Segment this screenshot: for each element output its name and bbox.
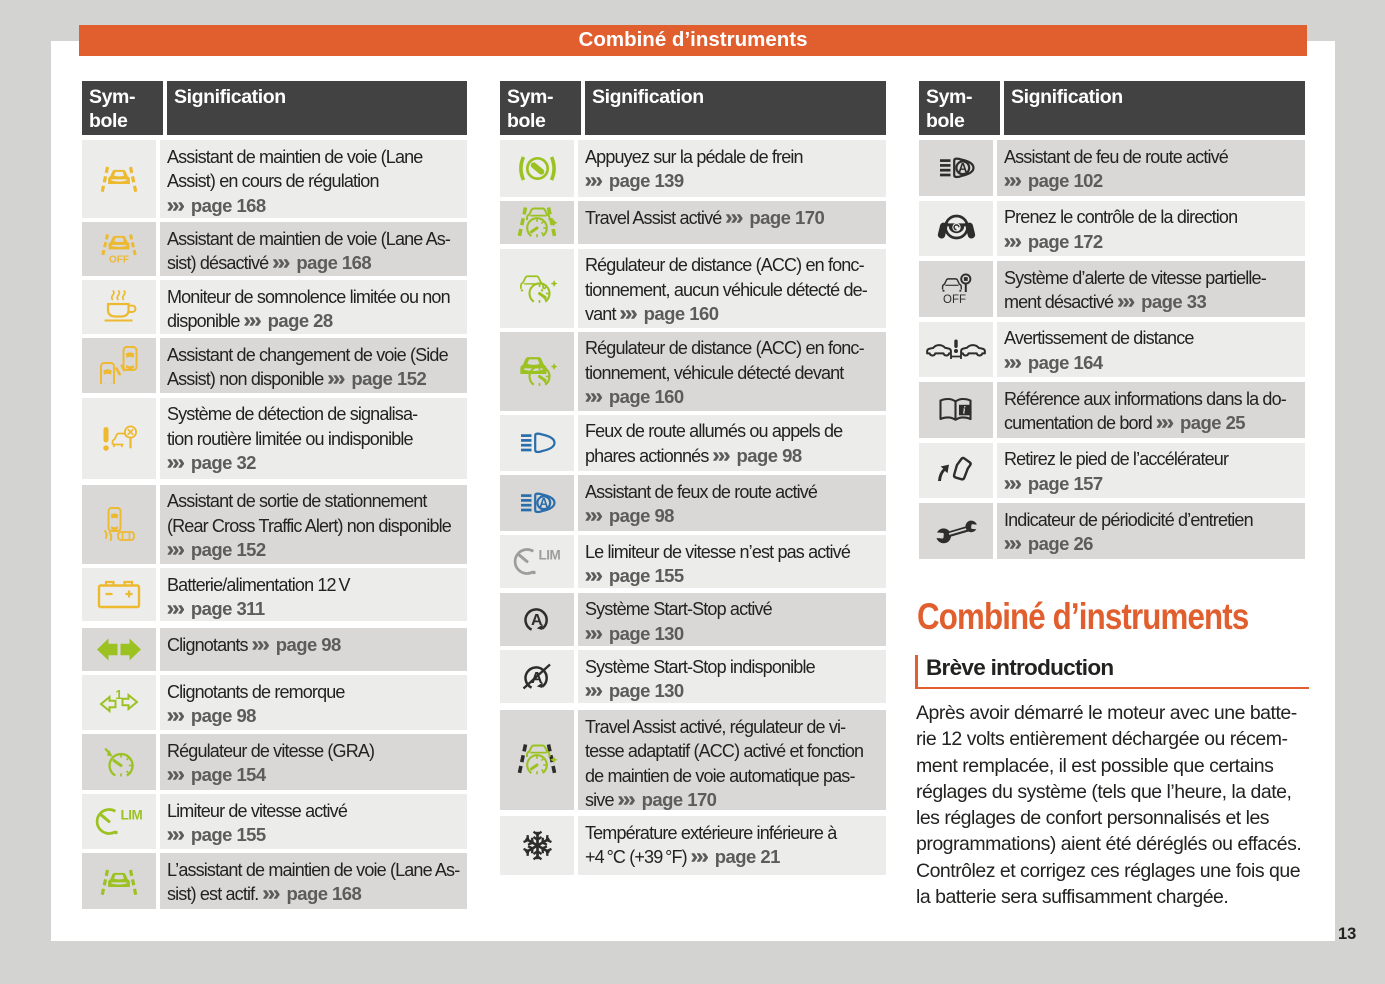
- svg-text:A: A: [531, 612, 543, 629]
- svg-text:A: A: [958, 161, 967, 175]
- svg-text:1: 1: [115, 688, 122, 702]
- svg-text:LIM: LIM: [121, 807, 143, 822]
- svg-text:i: i: [963, 406, 966, 417]
- svg-text:OFF: OFF: [109, 254, 129, 264]
- svg-text:A: A: [539, 496, 548, 510]
- svg-text:LIM: LIM: [539, 548, 561, 563]
- svg-text:OFF: OFF: [943, 294, 966, 305]
